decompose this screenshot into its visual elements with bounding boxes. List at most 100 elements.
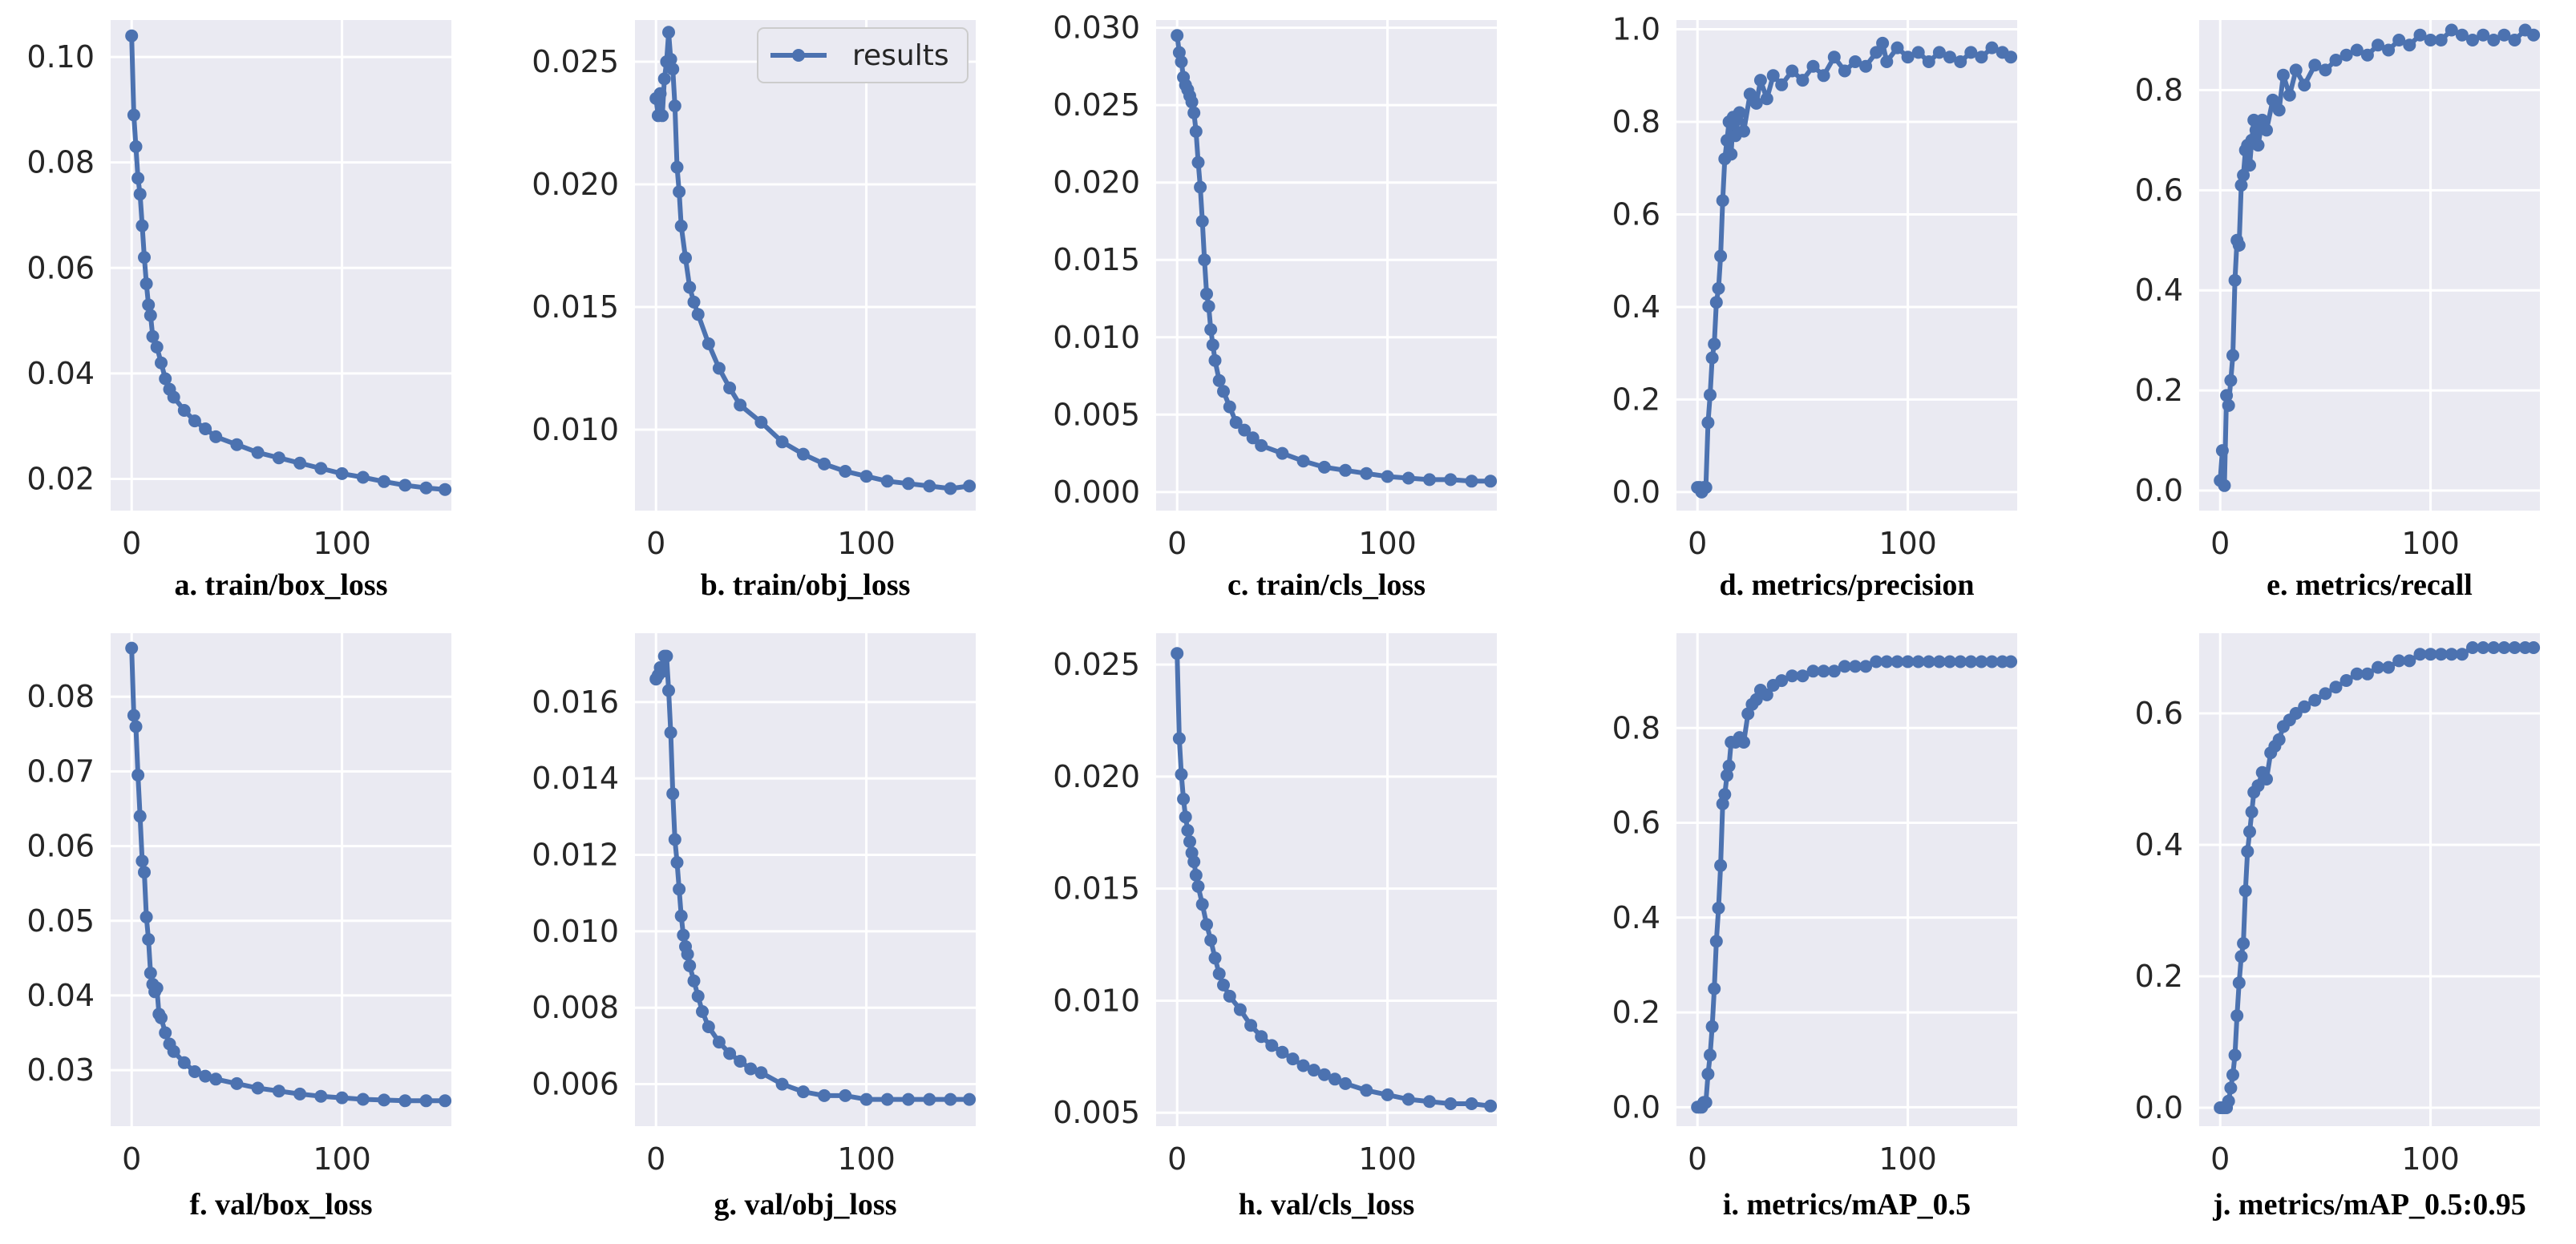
data-point (1296, 1059, 1310, 1072)
data-point (2308, 59, 2322, 72)
data-point (2455, 648, 2469, 661)
data-point (1177, 792, 1191, 806)
data-point (679, 251, 692, 265)
y-tick-label: 0.005 (1053, 1095, 1140, 1130)
data-point (272, 1084, 285, 1098)
data-point (677, 928, 690, 942)
data-point (1187, 106, 1201, 119)
data-point (723, 1047, 737, 1060)
data-point (712, 1036, 726, 1049)
data-point (1296, 454, 1310, 468)
data-point (668, 99, 681, 113)
data-point (150, 341, 164, 353)
data-point (131, 172, 145, 185)
data-point (1246, 431, 1260, 445)
x-tick-label: 100 (1358, 526, 1417, 561)
data-point (1171, 29, 1184, 42)
data-point (712, 361, 726, 375)
data-point (2350, 43, 2364, 57)
data-point (1714, 249, 1728, 263)
data-point (167, 390, 180, 404)
data-point (1775, 78, 1789, 91)
data-point (754, 1066, 768, 1080)
y-tick-label: 0.025 (1053, 87, 1140, 123)
y-tick-label: 0.2 (1612, 995, 1660, 1030)
data-point (674, 909, 688, 923)
data-point (2413, 28, 2427, 42)
data-point (702, 1020, 715, 1033)
data-point (2283, 88, 2296, 102)
y-tick-label: 0.4 (1612, 900, 1660, 935)
data-point (1964, 46, 1978, 59)
data-point (944, 482, 957, 495)
data-point (1423, 1095, 1436, 1109)
plot-area (1676, 20, 2017, 511)
data-point (657, 72, 671, 86)
data-point (734, 398, 747, 412)
data-point (691, 989, 705, 1003)
y-tick-label: 0.10 (26, 39, 95, 75)
data-point (2266, 93, 2279, 107)
y-tick-label: 0.06 (26, 250, 95, 285)
data-point (1943, 655, 1956, 668)
data-point (653, 87, 667, 100)
y-tick-label: 0.2 (2135, 373, 2183, 408)
data-point (1775, 674, 1789, 688)
data-point (1704, 1048, 1717, 1062)
data-point (1339, 1076, 1353, 1090)
y-tick-label: 0.015 (1053, 871, 1140, 907)
chart-panel: 0 100 0.03 0.04 0.05 0.06 0.07 0.08 f. val/box_l… (26, 633, 452, 1222)
y-tick-label: 0.4 (1612, 289, 1660, 325)
y-tick-label: 0.8 (2135, 72, 2183, 107)
data-point (2392, 654, 2406, 668)
x-tick-label: 100 (2401, 1141, 2460, 1177)
data-point (859, 470, 873, 483)
data-point (656, 109, 669, 123)
data-point (2508, 641, 2521, 654)
y-tick-label: 0.4 (2135, 827, 2183, 862)
data-point (419, 481, 433, 495)
data-point (656, 664, 669, 678)
data-point (2004, 655, 2018, 668)
data-point (2289, 63, 2303, 77)
data-point (251, 1081, 265, 1095)
x-tick-label: 100 (313, 526, 371, 561)
data-point (1191, 156, 1205, 169)
x-tick-label: 0 (2210, 526, 2230, 561)
data-point (1705, 351, 1719, 365)
data-point (702, 337, 715, 350)
data-point (1444, 1097, 1458, 1110)
y-tick-label: 0.030 (1053, 10, 1140, 46)
y-tick-label: 0.04 (26, 356, 95, 391)
data-point (2255, 113, 2269, 127)
data-point (1891, 41, 1904, 55)
data-point (2372, 660, 2384, 674)
chart-panel: 0 100 0.0 0.2 0.4 0.6 0.8 e. metrics/recall (2135, 20, 2541, 602)
data-point (1208, 951, 1222, 965)
data-point (146, 329, 160, 343)
data-point (2477, 28, 2490, 42)
data-point (1806, 664, 1820, 678)
data-point (1401, 1093, 1415, 1106)
y-tick-label: 0.015 (1053, 242, 1140, 277)
data-point (754, 415, 768, 429)
data-point (1699, 1096, 1713, 1109)
data-point (1870, 46, 1883, 59)
data-point (131, 769, 145, 782)
data-point (1381, 470, 1394, 483)
data-point (673, 185, 686, 199)
data-point (2372, 38, 2384, 52)
data-point (1401, 471, 1415, 485)
data-point (188, 1065, 201, 1078)
data-point (1198, 253, 1211, 267)
data-point (230, 1076, 244, 1090)
y-tick-label: 1.0 (1612, 12, 1660, 47)
data-point (1733, 106, 1746, 119)
data-point (1708, 337, 1721, 351)
data-point (159, 372, 172, 386)
data-point (1766, 69, 1780, 83)
data-point (1181, 824, 1195, 837)
data-point (2004, 50, 2018, 64)
chart-panel: 0 100 0.005 0.010 0.015 0.020 0.025 h. val/cls_… (1053, 633, 1498, 1222)
data-point (2382, 43, 2396, 57)
